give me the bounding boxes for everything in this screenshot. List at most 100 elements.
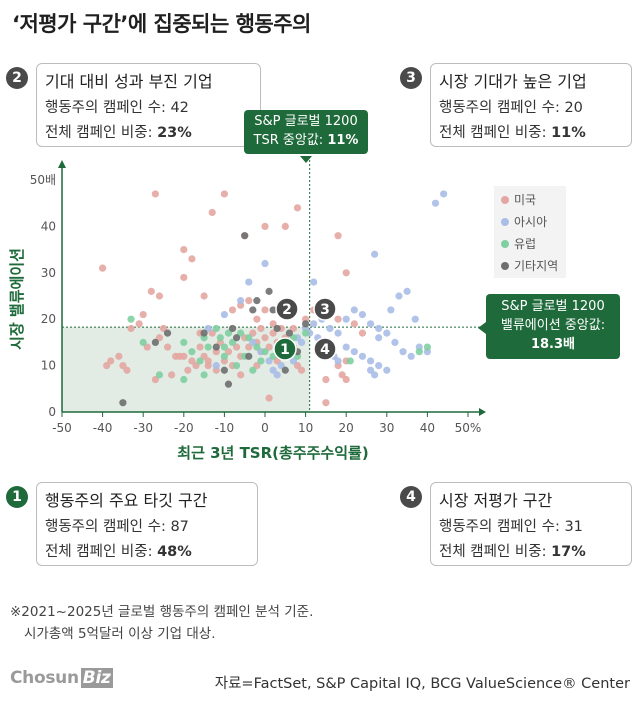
- data-point: [180, 246, 188, 254]
- data-point: [297, 338, 306, 346]
- quadrant-marker-label: 4: [320, 342, 330, 358]
- data-point: [261, 334, 269, 342]
- data-point: [127, 324, 135, 333]
- data-point: [204, 343, 212, 351]
- data-point: [249, 338, 257, 346]
- quadrant-2-heading: 기대 대비 성과 부진 기업: [45, 72, 213, 91]
- data-point: [155, 292, 164, 300]
- x-tick-label: -30: [133, 421, 153, 435]
- data-point: [237, 297, 245, 305]
- data-point: [366, 357, 375, 365]
- data-point: [265, 343, 273, 351]
- y-tick-label: 0: [48, 405, 56, 419]
- data-point: [297, 366, 306, 374]
- data-point: [245, 352, 253, 360]
- data-point: [212, 362, 220, 370]
- y-tick-label: 10: [41, 359, 56, 373]
- data-point: [115, 352, 123, 360]
- y-tick-label: 40: [41, 219, 56, 233]
- y-tick-label: 50배: [30, 173, 56, 187]
- data-point: [224, 329, 233, 337]
- data-point: [334, 232, 342, 240]
- x-tick-label: -50: [52, 421, 72, 435]
- note-line-2: 시가총액 5억달러 이상 기업 대상.: [24, 626, 216, 642]
- quadrant-3-share: 전체 캠페인 비중: 11%: [439, 125, 586, 141]
- data-point: [440, 190, 448, 198]
- data-point: [99, 264, 107, 272]
- data-point: [285, 329, 293, 337]
- quadrant-2-share: 전체 캠페인 비중: 23%: [45, 125, 192, 141]
- data-point: [232, 334, 241, 342]
- data-point: [253, 343, 261, 351]
- data-point: [143, 343, 151, 351]
- data-point: [261, 222, 269, 230]
- x-tick-label: 10: [298, 421, 313, 435]
- quadrant-marker-4: [313, 337, 337, 361]
- quadrant-3-number: 3: [400, 67, 422, 89]
- legend-label: 아시아: [514, 215, 547, 229]
- data-point: [371, 250, 379, 258]
- quadrant-marker-1: [273, 337, 297, 361]
- data-point: [383, 329, 391, 337]
- data-point: [139, 310, 147, 319]
- data-point: [261, 348, 269, 356]
- data-point: [350, 348, 358, 356]
- x-tick-label: 40: [420, 421, 435, 435]
- data-point: [151, 375, 159, 384]
- data-point: [334, 357, 342, 365]
- quadrant-marker-label: 1: [280, 342, 290, 358]
- data-point: [334, 315, 342, 323]
- data-point: [383, 366, 391, 374]
- quadrant-marker-2: [275, 297, 299, 321]
- x-tick-label: -20: [174, 421, 194, 435]
- data-point: [273, 371, 281, 379]
- data-point: [253, 362, 261, 370]
- data-point: [204, 357, 212, 365]
- y-axis-arrow: [58, 160, 66, 168]
- data-point: [411, 315, 419, 323]
- data-point: [281, 366, 289, 374]
- quadrant-1-share: 전체 캠페인 비중: 48%: [45, 544, 192, 560]
- val-callout-line1: S&P 글로벌 1200: [501, 299, 605, 314]
- x-tick-label: 50%: [455, 421, 482, 435]
- data-point: [151, 190, 159, 198]
- data-point: [265, 394, 273, 402]
- logo: Chosun Biz: [10, 668, 113, 688]
- data-point: [228, 324, 237, 333]
- data-point: [358, 310, 367, 319]
- quadrant-4-heading: 시장 저평가 구간: [439, 491, 553, 510]
- x-tick-label: 0: [261, 421, 269, 435]
- data-point: [188, 357, 196, 365]
- data-point: [423, 343, 431, 351]
- data-point: [387, 306, 395, 314]
- data-point: [342, 269, 350, 277]
- data-point: [334, 329, 342, 337]
- y-tick-label: 20: [41, 312, 56, 326]
- x-tick-label: 30: [379, 421, 394, 435]
- quadrant-3-heading: 시장 기대가 높은 기업: [439, 72, 587, 91]
- data-point: [375, 324, 383, 333]
- data-point: [180, 338, 188, 346]
- data-point: [180, 375, 188, 384]
- data-point: [322, 399, 330, 407]
- data-point: [212, 343, 220, 351]
- data-point: [180, 273, 188, 282]
- legend-label: 미국: [514, 193, 536, 207]
- data-point: [322, 375, 330, 384]
- data-point: [249, 306, 257, 314]
- val-callout-line2: 밸류에이션 중앙값:: [500, 318, 606, 333]
- data-point: [289, 357, 298, 365]
- data-point: [135, 320, 143, 328]
- data-point: [245, 278, 253, 286]
- data-point: [241, 232, 249, 240]
- data-point: [310, 320, 318, 328]
- data-point: [192, 362, 200, 370]
- data-point: [302, 320, 310, 328]
- data-point: [224, 380, 233, 388]
- x-tick-label: -40: [93, 421, 113, 435]
- data-point: [232, 362, 241, 370]
- page-title: ‘저평가 구간’에 집중되는 행동주의: [12, 12, 311, 36]
- data-point: [326, 324, 334, 333]
- data-point: [188, 255, 196, 263]
